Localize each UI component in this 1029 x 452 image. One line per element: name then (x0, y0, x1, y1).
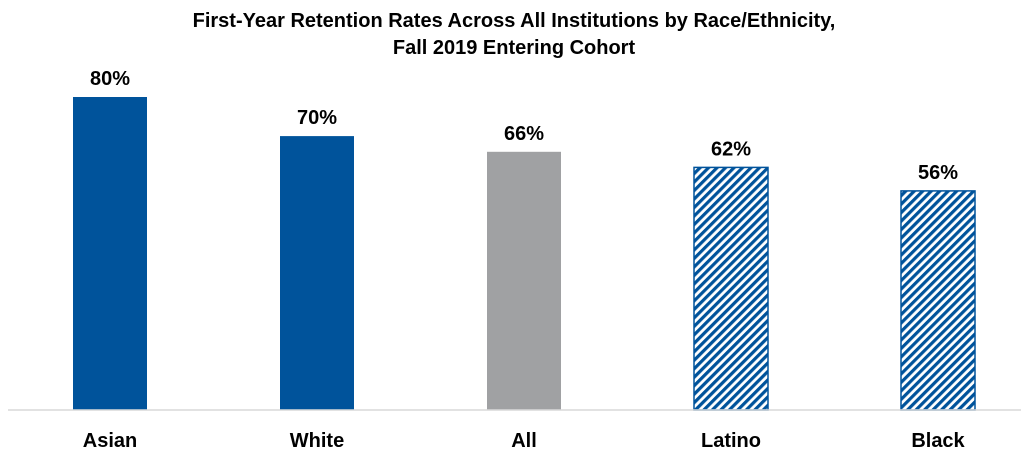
value-label-white: 70% (297, 107, 337, 129)
value-labels-group: 80% 70% 66% 62% 56% (90, 68, 958, 184)
category-label-latino: Latino (701, 430, 761, 452)
bar-white (280, 136, 354, 410)
value-label-asian: 80% (90, 68, 130, 90)
bar-all (487, 151, 561, 411)
bar-asian (73, 97, 147, 410)
category-label-asian: Asian (83, 430, 137, 452)
category-label-white: White (290, 430, 344, 452)
chart-title-line1: First-Year Retention Rates Across All In… (193, 10, 836, 32)
chart-title-line2: Fall 2019 Entering Cohort (393, 37, 636, 59)
category-label-black: Black (911, 430, 965, 452)
category-labels-group: Asian White All Latino Black (83, 430, 966, 452)
bar-black (900, 190, 976, 411)
value-label-all: 66% (504, 123, 544, 145)
bars-group (73, 97, 976, 411)
value-label-latino: 62% (711, 138, 751, 160)
category-label-all: All (511, 430, 537, 452)
bar-latino (693, 166, 769, 411)
value-label-black: 56% (918, 162, 958, 184)
